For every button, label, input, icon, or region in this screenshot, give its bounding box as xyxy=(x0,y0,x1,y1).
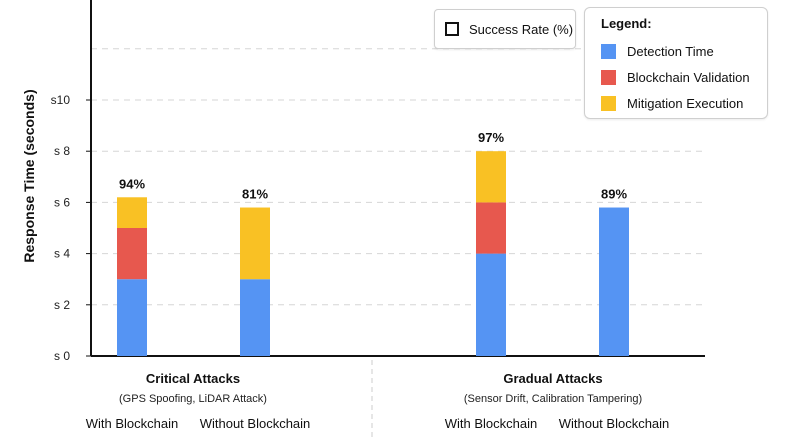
legend-swatch-validation xyxy=(601,69,616,85)
bar-label-gradual-without: Without Blockchain xyxy=(559,416,670,431)
bar-segment-detection xyxy=(476,253,506,356)
legend-label-mitigation: Mitigation Execution xyxy=(627,95,744,111)
bar-segment-mitigation xyxy=(240,207,270,280)
legend-item-detection: Detection Time xyxy=(601,38,755,64)
y-axis-label: Response Time (seconds) xyxy=(21,89,37,262)
bar-label-critical-with: With Blockchain xyxy=(86,416,178,431)
group-subtitle-critical: (GPS Spoofing, LiDAR Attack) xyxy=(119,393,267,405)
y-tick-label: s10 xyxy=(51,93,71,107)
legend-item-mitigation: Mitigation Execution xyxy=(601,90,755,116)
bar-segment-mitigation xyxy=(117,197,147,228)
success-rate-label: 81% xyxy=(242,187,268,202)
bar-segment-detection xyxy=(240,279,270,356)
legend-label-validation: Blockchain Validation xyxy=(627,69,750,85)
legend: Legend: Detection Time Blockchain Valida… xyxy=(584,7,768,119)
legend-label-detection: Detection Time xyxy=(627,43,714,59)
bar-segment-detection xyxy=(599,207,629,356)
success-rate-label: 89% xyxy=(601,187,627,202)
success-rate-toggle-label: Success Rate (%) xyxy=(469,21,574,37)
group-title-gradual: Gradual Attacks xyxy=(503,371,602,386)
success-rate-label: 97% xyxy=(478,130,504,145)
success-rate-toggle[interactable]: Success Rate (%) xyxy=(434,9,576,49)
y-tick-label: s 6 xyxy=(54,195,70,209)
bar-label-gradual-with: With Blockchain xyxy=(445,416,537,431)
y-tick-label: s 8 xyxy=(54,144,70,158)
bar-segment-detection xyxy=(117,279,147,356)
group-title-critical: Critical Attacks xyxy=(146,371,240,386)
success-rate-labels: 94% 81% 97% 89% xyxy=(119,130,627,201)
bar-segment-validation xyxy=(117,228,147,280)
y-tick-label: s 0 xyxy=(54,349,70,363)
bar-label-critical-without: Without Blockchain xyxy=(200,416,311,431)
bar-segment-mitigation xyxy=(476,151,506,203)
legend-title: Legend: xyxy=(601,16,652,31)
y-axis-ticks: s 0 s 2 s 4 s 6 s 8 s10 xyxy=(51,93,91,363)
y-tick-label: s 2 xyxy=(54,298,70,312)
group-subtitle-gradual: (Sensor Drift, Calibration Tampering) xyxy=(464,393,642,405)
bar-stacks xyxy=(117,151,629,356)
success-rate-label: 94% xyxy=(119,176,145,191)
legend-swatch-mitigation xyxy=(601,95,616,111)
bar-segment-validation xyxy=(476,202,506,254)
legend-swatch-detection xyxy=(601,43,616,59)
success-rate-checkbox[interactable] xyxy=(445,22,459,36)
y-tick-label: s 4 xyxy=(54,247,70,261)
legend-item-validation: Blockchain Validation xyxy=(601,64,755,90)
